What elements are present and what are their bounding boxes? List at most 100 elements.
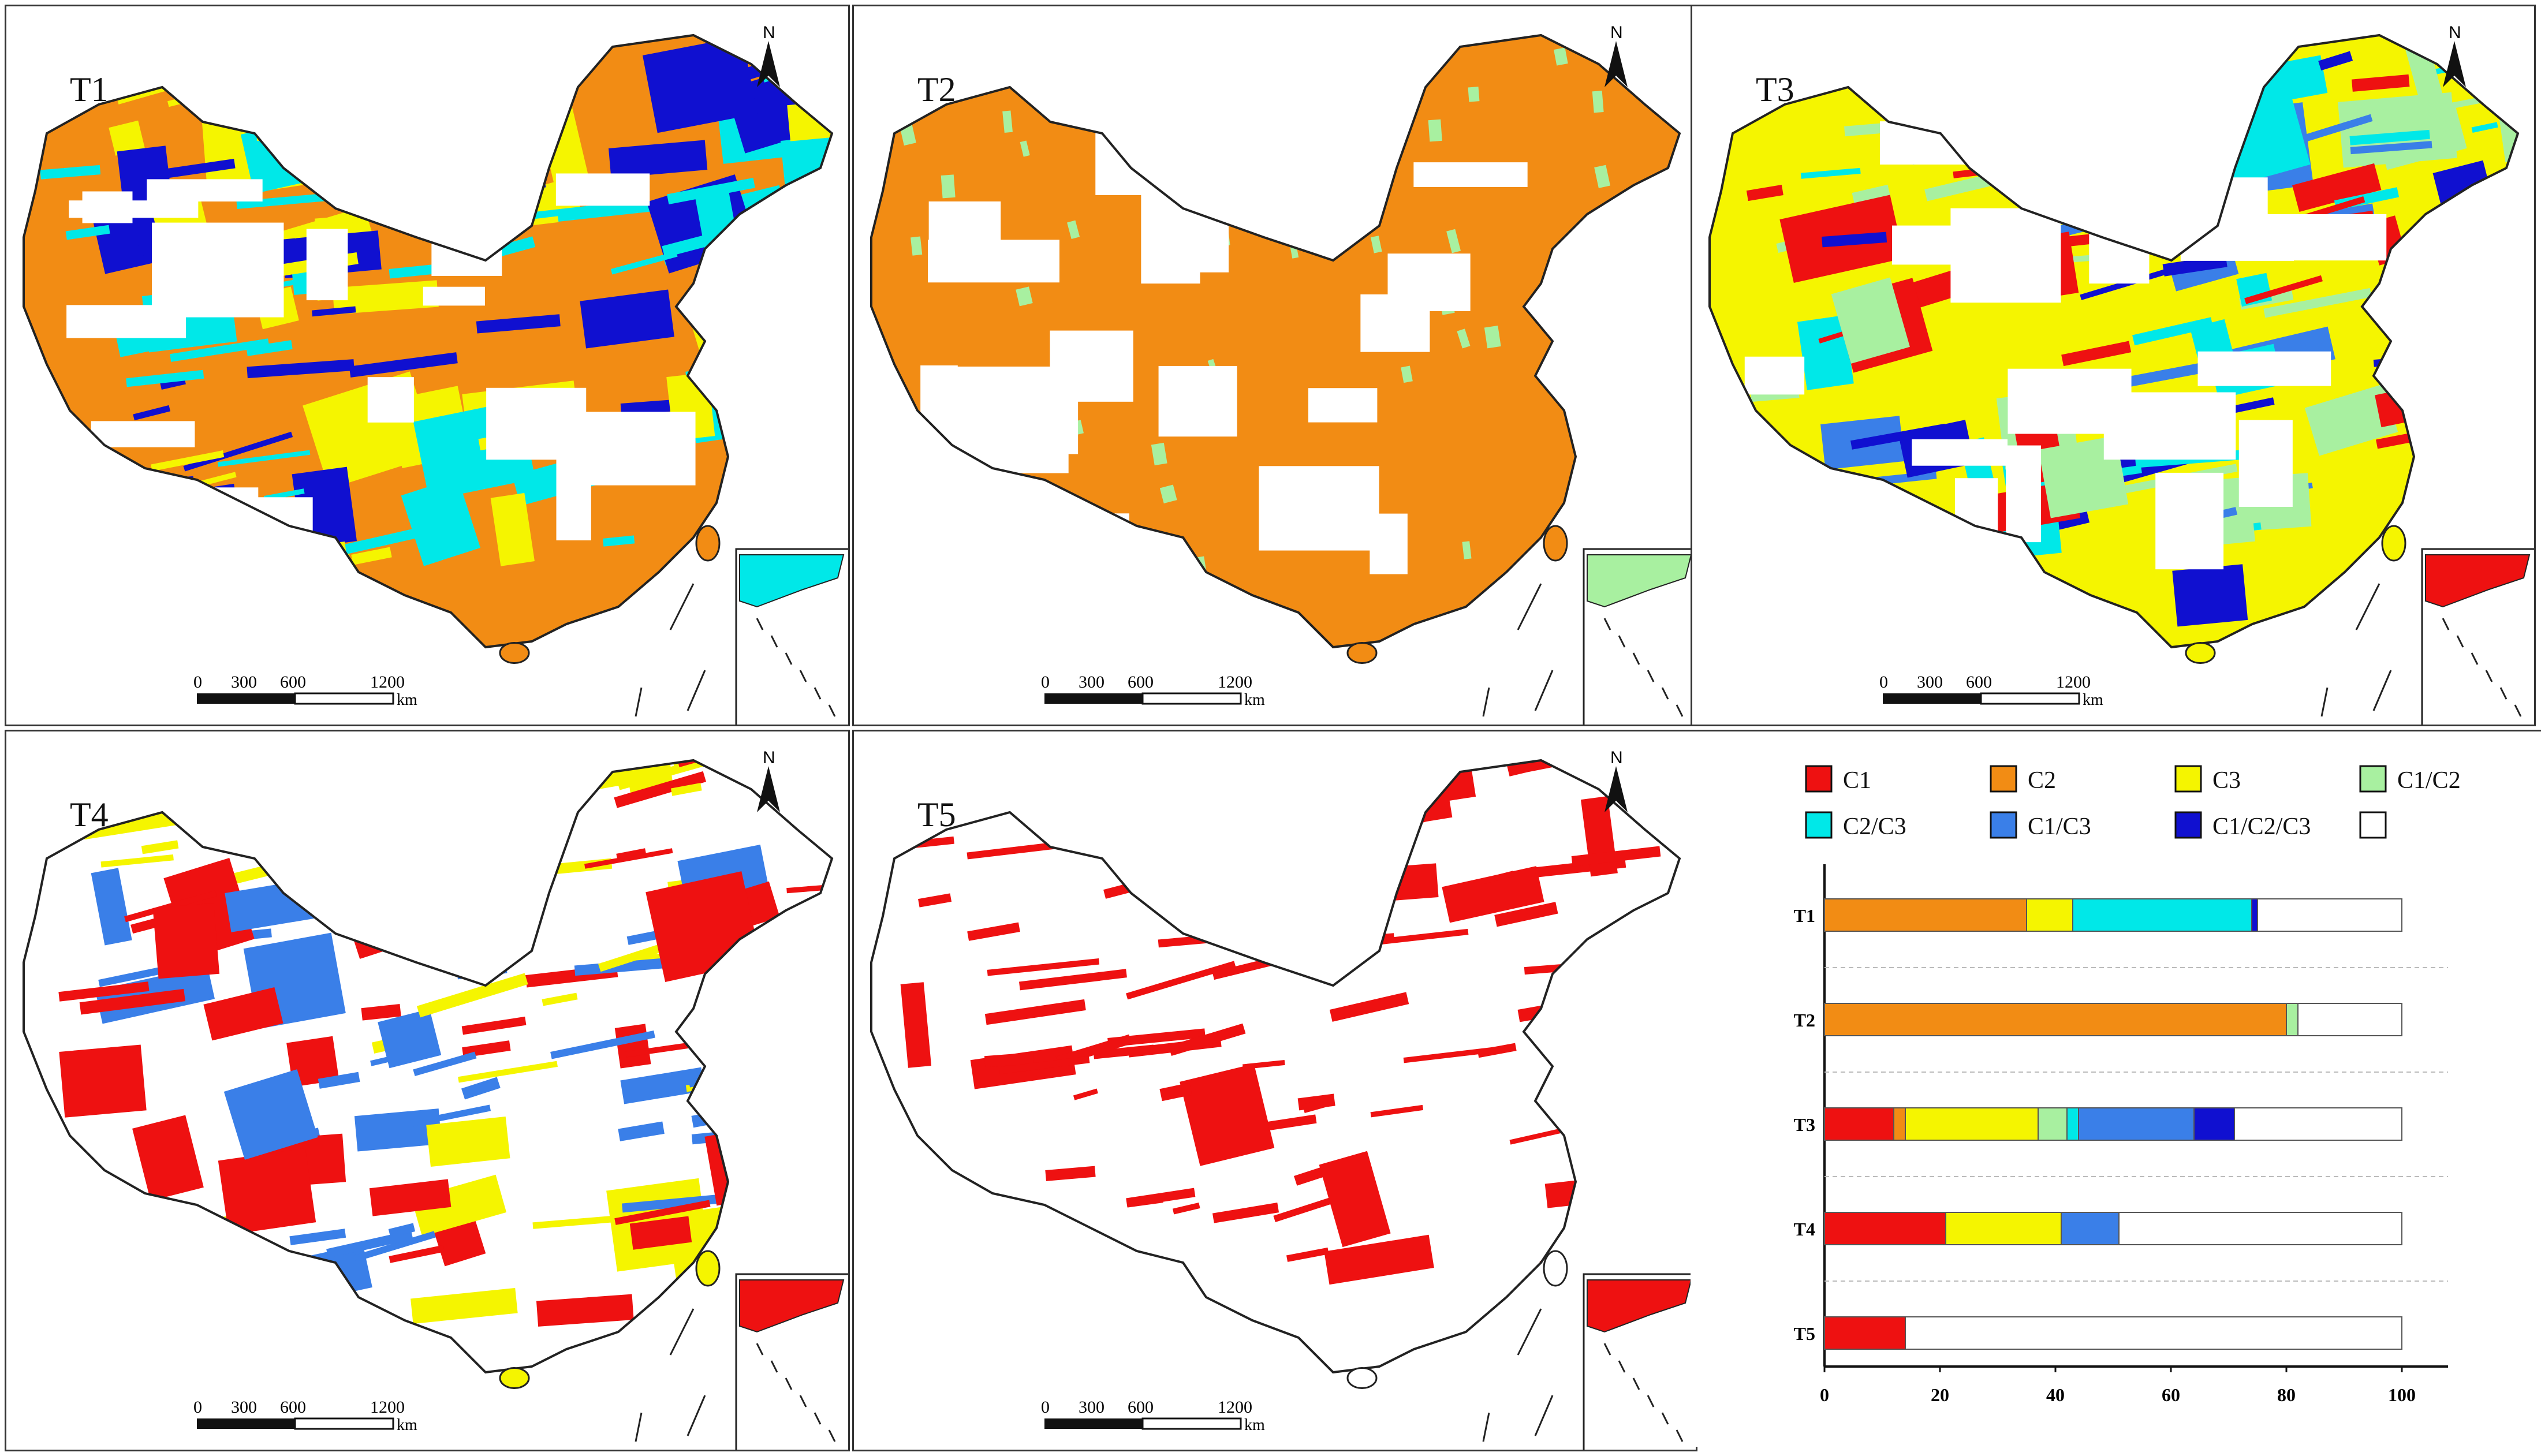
scale-label: 300: [1079, 1398, 1105, 1417]
hainan-island: [499, 642, 530, 664]
north-label: N: [763, 23, 775, 42]
panel-title: T4: [70, 796, 109, 834]
legend-swatch: [1990, 811, 2017, 839]
bar-segment-none-t3: [2234, 1107, 2402, 1141]
hainan-island: [2185, 642, 2216, 664]
panel-title: T5: [917, 796, 956, 834]
bar-segment-c1-c2-t2: [2286, 1003, 2299, 1036]
north-label: N: [1610, 748, 1623, 767]
panel-title: T2: [917, 70, 956, 109]
map-panel-t2: N 0 300 600 1200 km T2: [852, 5, 1697, 726]
hainan-island: [1346, 1367, 1378, 1389]
china-region-fill: [24, 35, 832, 647]
scale-unit: km: [1244, 1416, 1265, 1434]
china-region-fill: [24, 760, 832, 1372]
china-region-fill: [1710, 35, 2518, 647]
category-label: T1: [1794, 905, 1815, 926]
bar-segment-c1-c3-t3: [2078, 1107, 2195, 1141]
north-arrow-icon: N: [757, 23, 780, 87]
legend-label: C1/C3: [2028, 813, 2091, 840]
x-tick-label: 40: [2046, 1384, 2065, 1405]
bar-segment-c3-t3: [1905, 1107, 2039, 1141]
taiwan-island: [1543, 525, 1568, 562]
x-tick-label: 20: [1931, 1384, 1949, 1405]
hainan-island: [1346, 642, 1378, 664]
bar-segment-c2-t1: [1824, 898, 2027, 932]
bar-segment-none-t4: [2118, 1212, 2402, 1245]
stacked-bar-chart: C1 C2 C3 C1/C2 C2/C3 C1/C3 C1/C2/C3 0 20 40 60 80 10…: [1794, 765, 2461, 1405]
x-tick-label: 0: [1820, 1384, 1829, 1405]
panel-title: T3: [1756, 70, 1794, 109]
bar-segment-c2-c3-t3: [2066, 1107, 2079, 1141]
category-label: T2: [1794, 1010, 1815, 1031]
x-tick-label: 60: [2162, 1384, 2180, 1405]
north-label: N: [2449, 23, 2461, 42]
x-tick-label: 100: [2388, 1384, 2416, 1405]
scale-label: 300: [231, 673, 257, 692]
bar-segment-c1-t5: [1824, 1316, 1906, 1350]
category-label: T5: [1794, 1323, 1815, 1344]
north-arrow-icon: N: [757, 748, 780, 812]
map-panel-t3: N 0 300 600 1200 km T3: [1691, 5, 2536, 726]
north-arrow-icon: N: [2443, 23, 2466, 87]
legend-label: C2: [2028, 767, 2056, 794]
x-tick-label: 80: [2277, 1384, 2296, 1405]
bar-segment-c3-t4: [1945, 1212, 2062, 1245]
scale-label: 0: [193, 1398, 202, 1417]
taiwan-island: [695, 525, 721, 562]
scale-label: 0: [193, 673, 202, 692]
scale-label: 1200: [370, 1398, 405, 1417]
north-arrow-icon: N: [1605, 23, 1628, 87]
scale-label: 0: [1879, 673, 1888, 692]
stacked-bar-chart-panel: C1 C2 C3 C1/C2 C2/C3 C1/C3 C1/C2/C3 0 20 40 60 80 10…: [1691, 730, 2541, 1447]
scale-label: 0: [1041, 1398, 1050, 1417]
china-boundary: [1708, 33, 2520, 649]
north-arrow-icon: N: [1605, 748, 1628, 812]
bar-segment-c3-t1: [2026, 898, 2073, 932]
legend-label: C1: [1843, 767, 1871, 794]
scale-unit: km: [1244, 691, 1265, 709]
bar-segment-c1-c2-c3-t3: [2193, 1107, 2235, 1141]
category-label: T3: [1794, 1114, 1815, 1135]
scale-label: 1200: [1218, 673, 1252, 692]
legend-label: C1/C2: [2397, 767, 2461, 794]
china-boundary: [23, 759, 834, 1374]
bar-segment-c1-c3-t4: [2061, 1212, 2120, 1245]
scale-label: 600: [1128, 1398, 1154, 1417]
hainan-island: [499, 1367, 530, 1389]
china-region-fill: [871, 760, 1680, 1372]
scale-label: 1200: [370, 673, 405, 692]
scale-unit: km: [2083, 691, 2103, 709]
taiwan-island: [2381, 525, 2406, 562]
scale-label: 1200: [2056, 673, 2091, 692]
bar-segment-c1-t4: [1824, 1212, 1946, 1245]
bar-segment-none-t5: [1905, 1316, 2402, 1350]
legend-swatch: [2174, 811, 2202, 839]
china-boundary: [870, 759, 1681, 1374]
scale-label: 600: [1128, 673, 1154, 692]
bar-segment-c1-c2-c3-t1: [2251, 898, 2258, 932]
scale-label: 1200: [1218, 1398, 1252, 1417]
bar-segment-c1-c2-t3: [2038, 1107, 2068, 1141]
map-panel-t4: N 0 300 600 1200 km T4: [5, 730, 850, 1451]
taiwan-island: [695, 1250, 721, 1287]
legend-swatch: [1805, 811, 1833, 839]
scale-unit: km: [397, 1416, 417, 1434]
bar-segment-none-t2: [2297, 1003, 2402, 1036]
legend-label: C3: [2212, 767, 2241, 794]
legend-swatch: [2174, 765, 2202, 793]
bar-segment-c2-c3-t1: [2072, 898, 2252, 932]
taiwan-island: [1543, 1250, 1568, 1287]
scale-unit: km: [397, 691, 417, 709]
legend-label: C2/C3: [1843, 813, 1906, 840]
bar-segment-none-t1: [2257, 898, 2402, 932]
china-boundary: [23, 33, 834, 649]
